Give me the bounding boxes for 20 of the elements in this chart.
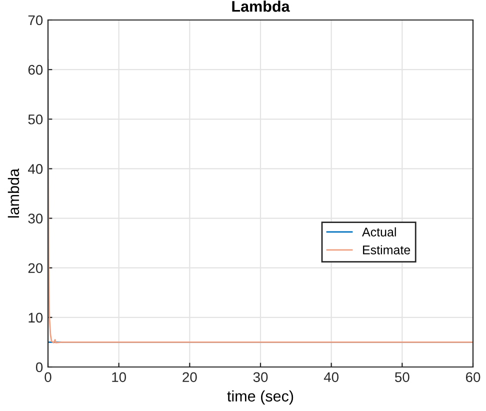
y-tick-label: 40 [28,164,43,174]
x-tick-label: 20 [182,372,197,382]
legend-label: Estimate [363,245,410,254]
legend-label: Actual [362,227,396,236]
y-tick-label: 60 [28,64,43,75]
y-tick-label: 0 [36,362,43,372]
x-tick-label: 10 [112,372,126,382]
y-axis-title: lambda [8,168,20,218]
y-tick-label: 20 [28,263,43,274]
x-tick-label: 40 [324,372,339,382]
chart-title: Lambda [232,0,290,12]
x-tick-label: 0 [44,372,52,382]
x-tick-label: 50 [395,372,410,382]
y-tick-label: 30 [28,214,43,224]
y-tick-label: 70 [28,15,43,26]
x-axis-title: time (sec) [227,390,294,405]
y-tick-label: 10 [28,312,43,323]
x-tick-label: 60 [466,372,480,382]
x-tick-label: 30 [253,372,268,382]
y-tick-label: 50 [28,114,43,124]
